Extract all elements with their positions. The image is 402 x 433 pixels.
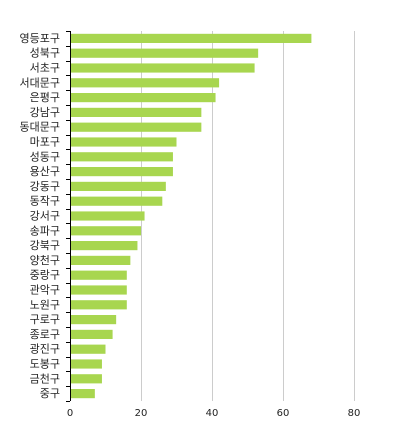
bar-관악구	[70, 285, 127, 295]
x-tick-label: 0	[67, 408, 73, 419]
bar-서대문구	[70, 78, 220, 88]
bar-동대문구	[70, 122, 202, 132]
bar-구로구	[70, 315, 117, 325]
category-label: 도봉구	[30, 358, 60, 371]
bar-종로구	[70, 329, 113, 339]
category-label: 용산구	[30, 165, 60, 178]
bar-마포구	[70, 137, 177, 147]
bar-광진구	[70, 344, 106, 354]
bar-노원구	[70, 300, 127, 310]
category-label: 성동구	[30, 150, 60, 163]
bar-서초구	[70, 63, 255, 73]
category-label: 은평구	[30, 91, 60, 104]
category-label: 구로구	[30, 313, 60, 326]
bar-성북구	[70, 48, 259, 58]
category-label: 중구	[40, 387, 60, 400]
category-label: 서대문구	[20, 76, 60, 89]
bar-강남구	[70, 107, 202, 117]
category-label: 양천구	[30, 253, 60, 267]
category-label: 성북구	[30, 47, 60, 60]
x-tick-label: 20	[135, 408, 148, 419]
category-label: 동작구	[30, 195, 60, 208]
bar-강북구	[70, 241, 138, 251]
category-label: 송파구	[30, 224, 60, 237]
x-tick-labels: 0 20 40 60 80	[67, 408, 361, 419]
category-label: 강남구	[30, 106, 60, 119]
bar-은평구	[70, 93, 216, 103]
bar-송파구	[70, 226, 141, 236]
category-label: 강북구	[30, 239, 60, 252]
category-label: 관악구	[30, 284, 60, 297]
bar-용산구	[70, 167, 173, 177]
category-label: 강서구	[30, 210, 60, 223]
category-label: 서초구	[30, 62, 60, 75]
category-label: 금천구	[30, 371, 60, 385]
x-tick-label: 40	[206, 408, 219, 419]
bar-강동구	[70, 181, 166, 191]
category-label: 노원구	[30, 298, 60, 311]
x-tick-label: 80	[348, 408, 361, 419]
category-label: 마포구	[30, 136, 60, 149]
bar-중랑구	[70, 270, 127, 280]
bar-중구	[70, 389, 95, 399]
category-label: 영등포구	[20, 32, 60, 45]
category-label: 강동구	[30, 180, 60, 193]
bar-성동구	[70, 152, 173, 162]
bar-양천구	[70, 255, 131, 265]
category-labels: 영등포구성북구서초구서대문구은평구강남구동대문구마포구성동구용산구강동구동작구강…	[20, 32, 60, 400]
category-label: 중랑구	[30, 269, 60, 282]
category-label: 종로구	[30, 328, 60, 341]
x-tick-label: 60	[277, 408, 290, 419]
bars	[70, 33, 312, 399]
category-label: 광진구	[30, 343, 60, 356]
bar-도봉구	[70, 359, 102, 369]
bar-강서구	[70, 211, 145, 221]
bar-동작구	[70, 196, 163, 206]
axes	[66, 31, 71, 402]
bar-금천구	[70, 374, 102, 384]
category-label: 동대문구	[20, 121, 60, 134]
bar-영등포구	[70, 33, 312, 43]
